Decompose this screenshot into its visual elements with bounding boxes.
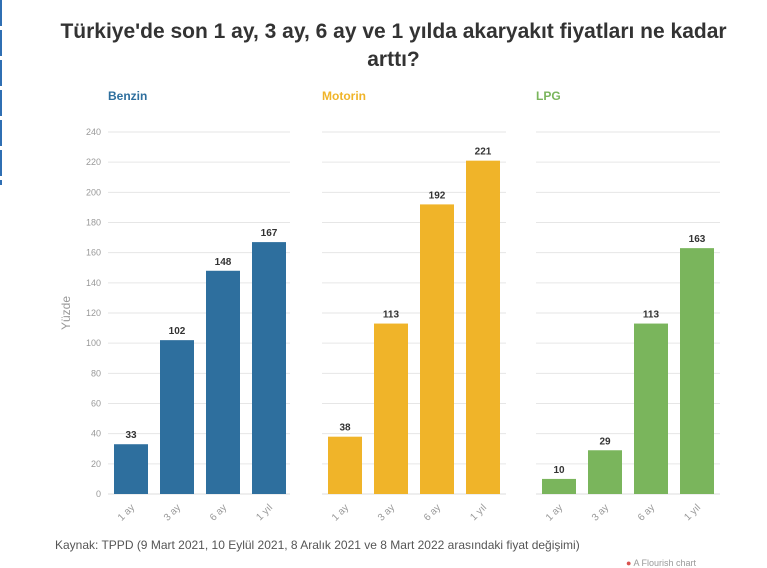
bar-value-label: 167	[261, 228, 278, 239]
y-tick-label: 220	[86, 157, 101, 167]
panel-title-2: LPG	[536, 89, 561, 103]
bar	[420, 204, 454, 494]
bar-value-label: 33	[125, 430, 137, 441]
bar	[206, 270, 240, 494]
x-tick-label: 3 ay	[590, 502, 611, 523]
y-tick-label: 0	[96, 489, 101, 499]
bar-value-label: 192	[429, 190, 446, 201]
x-tick-label: 6 ay	[208, 502, 229, 523]
x-tick-label: 3 ay	[162, 502, 183, 523]
bar	[634, 323, 668, 494]
chart-title: Türkiye'de son 1 ay, 3 ay, 6 ay ve 1 yıl…	[60, 20, 727, 71]
x-tick-label: 1 yıl	[468, 502, 489, 523]
bar	[466, 160, 500, 495]
bar	[252, 242, 286, 494]
y-tick-label: 100	[86, 338, 101, 348]
bar	[374, 323, 408, 494]
flourish-logo-icon: ●	[626, 558, 632, 568]
bar-value-label: 113	[383, 310, 400, 321]
x-tick-label: 6 ay	[422, 502, 443, 523]
flourish-credit[interactable]: ● A Flourish chart	[626, 558, 696, 568]
y-axis-label: Yüzde	[59, 296, 73, 330]
panel-title-1: Motorin	[322, 89, 366, 103]
y-tick-label: 80	[91, 368, 101, 378]
y-tick-label: 200	[86, 187, 101, 197]
bar	[542, 478, 576, 494]
y-tick-label: 20	[91, 459, 101, 469]
bar-value-label: 148	[215, 257, 232, 268]
bar-value-label: 10	[553, 465, 565, 476]
bar-value-label: 113	[643, 310, 660, 321]
x-tick-label: 6 ay	[636, 502, 657, 523]
flourish-credit-text: A Flourish chart	[633, 558, 696, 568]
bar	[160, 340, 194, 494]
y-tick-label: 40	[91, 429, 101, 439]
left-edge-rule	[0, 0, 2, 185]
bar-value-label: 102	[169, 326, 186, 337]
source-note: Kaynak: TPPD (9 Mart 2021, 10 Eylül 2021…	[55, 538, 580, 552]
bar	[328, 436, 362, 494]
y-tick-label: 180	[86, 218, 101, 228]
panel-title-0: Benzin	[108, 89, 147, 103]
y-tick-label: 60	[91, 399, 101, 409]
y-tick-label: 240	[86, 127, 101, 137]
bar-value-label: 221	[475, 147, 492, 158]
bar	[114, 444, 148, 494]
x-tick-label: 1 ay	[544, 502, 565, 523]
bar	[680, 248, 714, 494]
bar-value-label: 29	[599, 436, 611, 447]
bar-value-label: 38	[339, 423, 351, 434]
x-tick-label: 1 ay	[116, 502, 137, 523]
y-tick-label: 120	[86, 308, 101, 318]
y-tick-label: 140	[86, 278, 101, 288]
bar-value-label: 163	[689, 234, 706, 245]
y-tick-label: 160	[86, 248, 101, 258]
x-tick-label: 1 ay	[330, 502, 351, 523]
chart-area: Yüzde 0 20 40 60 80 100 120 140 160 180 200 220 240 Be…	[59, 89, 720, 523]
bar	[588, 450, 622, 494]
x-tick-label: 3 ay	[376, 502, 397, 523]
x-tick-label: 1 yıl	[682, 502, 703, 523]
x-tick-label: 1 yıl	[254, 502, 275, 523]
